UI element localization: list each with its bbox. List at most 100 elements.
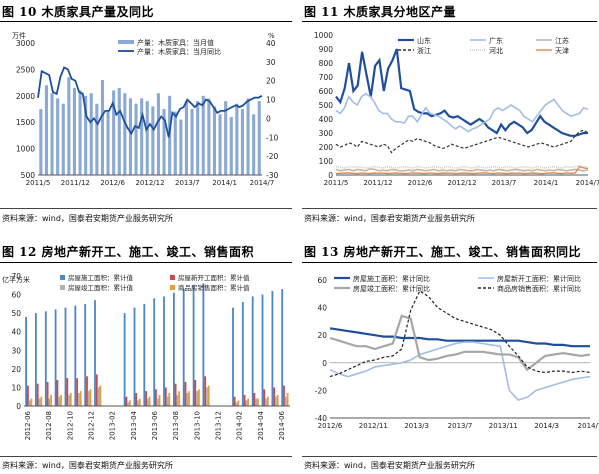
series-line bbox=[329, 327, 590, 348]
bar bbox=[145, 391, 147, 406]
legend-label: 房屋施工面积：累计同比 bbox=[353, 274, 430, 283]
legend-label: 江苏 bbox=[555, 36, 569, 45]
legend-swatch bbox=[60, 285, 65, 290]
bar bbox=[78, 393, 80, 406]
bar bbox=[207, 98, 211, 175]
bar bbox=[48, 398, 51, 406]
x-tick-label: 2014/7 bbox=[578, 422, 599, 430]
bar bbox=[192, 285, 195, 406]
y-tick-label: 20 bbox=[11, 365, 21, 374]
y-tick-label: 40 bbox=[11, 328, 21, 337]
bar bbox=[87, 391, 90, 406]
bar bbox=[233, 396, 236, 406]
y-tick-label: 0 bbox=[16, 402, 21, 411]
x-tick-label: 2014-02 bbox=[236, 411, 244, 440]
bar bbox=[56, 98, 60, 175]
x-tick-label: 2013/7 bbox=[492, 179, 517, 187]
bar bbox=[235, 402, 238, 406]
bar bbox=[174, 383, 177, 406]
legend-swatch bbox=[60, 275, 65, 280]
bar bbox=[68, 394, 70, 406]
x-tick-label: 2014/7 bbox=[250, 179, 275, 187]
bar bbox=[58, 396, 61, 406]
bar bbox=[123, 93, 127, 175]
bar bbox=[140, 98, 144, 175]
bar bbox=[156, 398, 159, 406]
series-line bbox=[329, 314, 591, 372]
bar bbox=[69, 393, 72, 406]
x-tick-label: 2012-12 bbox=[88, 411, 96, 440]
bar bbox=[176, 394, 179, 406]
legend-swatch bbox=[170, 275, 175, 280]
bar bbox=[261, 294, 264, 406]
bar bbox=[66, 378, 69, 406]
chart-real-estate-area: 亿平方米 0 10 20 30 40 50 60 70 2012-06 2012-08 2012-10… bbox=[2, 272, 290, 440]
x-tick-label: 2014/1 bbox=[534, 179, 559, 187]
x-tick-label: 2013-12 bbox=[215, 411, 223, 440]
panel-regional-output: 图 11 木质家具分地区产量 0 100 200 300 400 500 600 700 800… bbox=[302, 0, 599, 237]
bar bbox=[257, 398, 259, 406]
bar bbox=[196, 101, 200, 175]
y-right-tick-label: -30 bbox=[266, 171, 278, 180]
y-tick-label: 10 bbox=[11, 383, 21, 392]
bar bbox=[164, 387, 167, 406]
series-line bbox=[335, 48, 588, 137]
bar bbox=[129, 400, 131, 406]
bar bbox=[252, 114, 256, 175]
y-right-tick-label: 0 bbox=[266, 114, 271, 123]
bar bbox=[179, 119, 183, 175]
source-divider bbox=[0, 456, 292, 457]
bar bbox=[76, 378, 78, 406]
bar bbox=[38, 398, 41, 406]
bar bbox=[190, 109, 194, 175]
bar bbox=[128, 98, 132, 175]
bar bbox=[39, 109, 43, 175]
bar bbox=[134, 103, 138, 175]
bar bbox=[86, 376, 88, 406]
panel-real-estate-area: 图 12 房地产新开工、施工、竣工、销售面积 亿平方米 0 10 20 30 40 50 60… bbox=[0, 240, 297, 474]
x-tick-label: 2012/6 bbox=[100, 179, 125, 187]
bar bbox=[246, 98, 250, 175]
bar bbox=[240, 109, 244, 175]
series-line bbox=[335, 129, 589, 154]
bar bbox=[56, 380, 59, 406]
y-right-tick-label: 30 bbox=[266, 58, 276, 67]
y-right-tick-label: 20 bbox=[266, 77, 276, 86]
bar bbox=[206, 387, 208, 406]
bar bbox=[284, 396, 287, 406]
bar bbox=[79, 391, 82, 406]
x-tick-label: 2012-06 bbox=[24, 410, 32, 440]
y-tick-label: 2000 bbox=[16, 92, 35, 101]
bar bbox=[40, 396, 43, 406]
bar bbox=[61, 103, 65, 175]
y-tick-label: 20 bbox=[317, 331, 327, 340]
y-tick-label: 50 bbox=[11, 309, 21, 318]
y-tick-label: 3000 bbox=[16, 39, 35, 48]
y-tick-label: 900 bbox=[319, 45, 334, 54]
bar bbox=[44, 85, 48, 175]
bar bbox=[257, 101, 261, 175]
x-tick-label: 2012-10 bbox=[66, 411, 74, 440]
x-tick-label: 2013/3 bbox=[404, 422, 429, 430]
bar bbox=[36, 383, 39, 406]
y-tick-label: 100 bbox=[319, 157, 334, 166]
legend-label: 产量：木质家具：当月同比 bbox=[137, 47, 221, 56]
y-tick-label: 700 bbox=[319, 73, 334, 82]
y-tick-label: 60 bbox=[317, 276, 327, 285]
source-divider bbox=[302, 456, 597, 457]
bar bbox=[89, 389, 92, 406]
panel-title: 图 13 房地产新开工、施工、竣工、销售面积同比 bbox=[304, 245, 582, 259]
y-tick-label: 60 bbox=[11, 291, 21, 300]
x-tick-label: 2013-08 bbox=[172, 411, 180, 440]
bar bbox=[198, 389, 200, 406]
y-right-tick-label: -20 bbox=[266, 152, 278, 161]
bar bbox=[112, 90, 116, 175]
title-divider bbox=[0, 262, 292, 263]
legend-label: 商品房销售面积：累计值 bbox=[178, 283, 250, 292]
bar bbox=[54, 309, 57, 406]
bar bbox=[266, 396, 269, 406]
bar bbox=[30, 398, 33, 406]
bar bbox=[186, 393, 189, 406]
x-tick-label: 2012/12 bbox=[135, 179, 164, 187]
bar bbox=[245, 400, 248, 406]
